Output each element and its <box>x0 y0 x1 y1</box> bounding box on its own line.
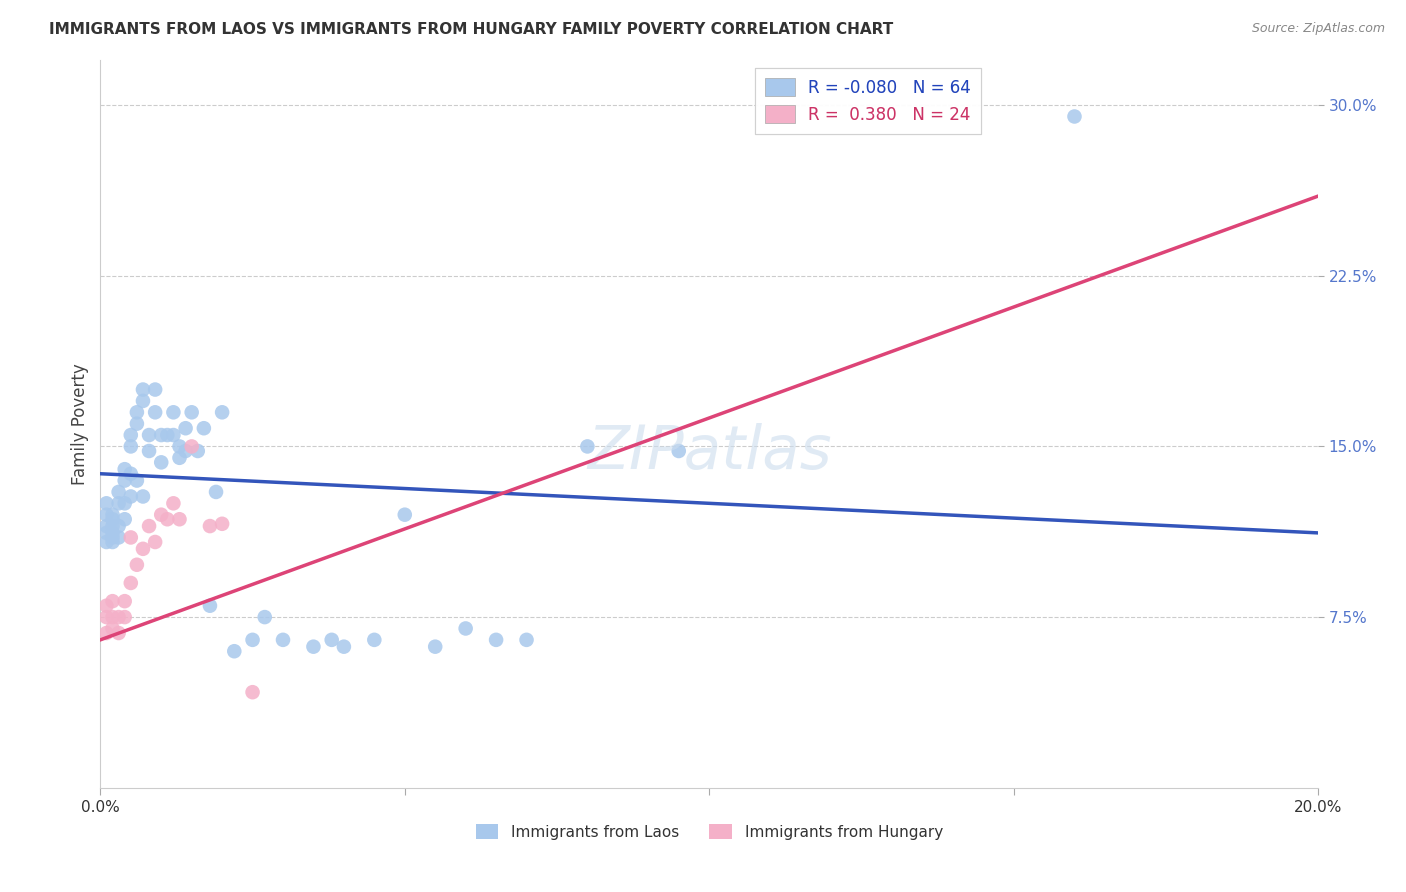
Point <box>107 485 129 500</box>
Point <box>180 439 202 453</box>
Point <box>96 519 118 533</box>
Point <box>162 496 184 510</box>
Point <box>454 622 477 636</box>
Point <box>114 594 136 608</box>
Point <box>101 535 124 549</box>
Point <box>394 508 416 522</box>
Point <box>1063 110 1085 124</box>
Point <box>485 632 508 647</box>
Text: IMMIGRANTS FROM LAOS VS IMMIGRANTS FROM HUNGARY FAMILY POVERTY CORRELATION CHART: IMMIGRANTS FROM LAOS VS IMMIGRANTS FROM … <box>49 22 893 37</box>
Point <box>125 405 148 419</box>
Point <box>120 576 142 591</box>
Point <box>101 525 124 540</box>
Point <box>107 531 129 545</box>
Point <box>169 450 191 465</box>
Point <box>120 531 142 545</box>
Point <box>169 512 191 526</box>
Point <box>321 632 343 647</box>
Point <box>169 439 191 453</box>
Point <box>96 525 118 540</box>
Point <box>107 610 129 624</box>
Point <box>515 632 537 647</box>
Point <box>114 610 136 624</box>
Point <box>120 467 142 481</box>
Point <box>198 519 221 533</box>
Point <box>101 622 124 636</box>
Point <box>253 610 276 624</box>
Point <box>425 640 447 654</box>
Point <box>242 632 264 647</box>
Point <box>96 626 118 640</box>
Point <box>101 508 124 522</box>
Point <box>96 610 118 624</box>
Point <box>668 444 690 458</box>
Point <box>101 531 124 545</box>
Y-axis label: Family Poverty: Family Poverty <box>72 363 89 484</box>
Point <box>96 508 118 522</box>
Point <box>162 405 184 419</box>
Point <box>101 610 124 624</box>
Point <box>302 640 325 654</box>
Point <box>162 428 184 442</box>
Point <box>101 512 124 526</box>
Point <box>114 462 136 476</box>
Legend: R = -0.080   N = 64, R =  0.380   N = 24: R = -0.080 N = 64, R = 0.380 N = 24 <box>755 68 981 134</box>
Point <box>242 685 264 699</box>
Point <box>363 632 385 647</box>
Point <box>107 519 129 533</box>
Point <box>132 541 155 556</box>
Point <box>156 512 179 526</box>
Point <box>96 535 118 549</box>
Point <box>174 444 197 458</box>
Point <box>150 455 173 469</box>
Point <box>174 421 197 435</box>
Point <box>143 535 166 549</box>
Point <box>132 383 155 397</box>
Point <box>187 444 209 458</box>
Point <box>114 474 136 488</box>
Point <box>333 640 356 654</box>
Point <box>107 496 129 510</box>
Point <box>211 516 233 531</box>
Point <box>211 405 233 419</box>
Point <box>198 599 221 613</box>
Point <box>125 417 148 431</box>
Point <box>120 428 142 442</box>
Point <box>107 626 129 640</box>
Point <box>150 508 173 522</box>
Point <box>96 599 118 613</box>
Point <box>101 594 124 608</box>
Point <box>132 490 155 504</box>
Point <box>156 428 179 442</box>
Point <box>138 519 160 533</box>
Point <box>138 444 160 458</box>
Point <box>125 558 148 572</box>
Point <box>132 393 155 408</box>
Point <box>138 428 160 442</box>
Point <box>125 474 148 488</box>
Point <box>143 405 166 419</box>
Point <box>114 512 136 526</box>
Point <box>96 496 118 510</box>
Point <box>576 439 599 453</box>
Point <box>205 485 228 500</box>
Point <box>143 383 166 397</box>
Point <box>193 421 215 435</box>
Text: Source: ZipAtlas.com: Source: ZipAtlas.com <box>1251 22 1385 36</box>
Point <box>120 490 142 504</box>
Point <box>150 428 173 442</box>
Point <box>180 405 202 419</box>
Text: ZIPatlas: ZIPatlas <box>586 424 831 483</box>
Point <box>224 644 246 658</box>
Point <box>114 496 136 510</box>
Point <box>101 519 124 533</box>
Point <box>120 439 142 453</box>
Point <box>271 632 294 647</box>
